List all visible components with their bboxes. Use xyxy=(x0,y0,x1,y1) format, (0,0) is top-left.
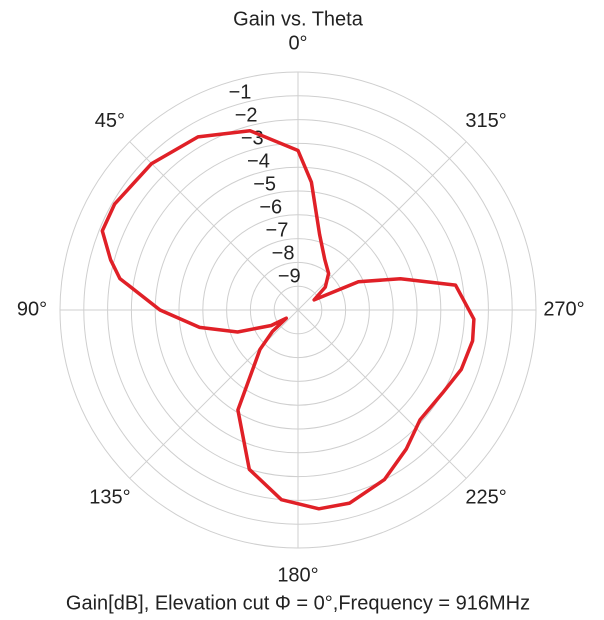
theta-tick-label: 270° xyxy=(543,298,584,320)
r-tick-label: −1 xyxy=(229,82,252,104)
r-tick-label: −9 xyxy=(278,266,301,288)
theta-tick-label: 225° xyxy=(465,486,506,508)
theta-tick-label: 0° xyxy=(288,32,307,54)
r-tick-label: −8 xyxy=(272,243,295,265)
chart-title: Gain vs. Theta xyxy=(233,8,364,30)
theta-tick-label: 45° xyxy=(95,110,125,132)
theta-tick-label: 315° xyxy=(465,110,506,132)
r-tick-label: −6 xyxy=(259,197,282,219)
theta-tick-label: 180° xyxy=(277,564,318,586)
r-tick-label: −7 xyxy=(266,220,289,242)
grid-spoke xyxy=(129,141,299,311)
grid-spoke xyxy=(297,309,467,479)
axis-label: Gain[dB], Elevation cut Φ = 0°,Frequency… xyxy=(66,592,530,614)
r-tick-label: −5 xyxy=(253,174,276,196)
gain-curve xyxy=(100,128,476,511)
theta-tick-label: 135° xyxy=(89,486,130,508)
theta-tick-label: 90° xyxy=(17,298,47,320)
r-tick-label: −2 xyxy=(235,105,258,127)
r-tick-label: −4 xyxy=(247,151,270,173)
grid-spoke xyxy=(129,309,299,479)
